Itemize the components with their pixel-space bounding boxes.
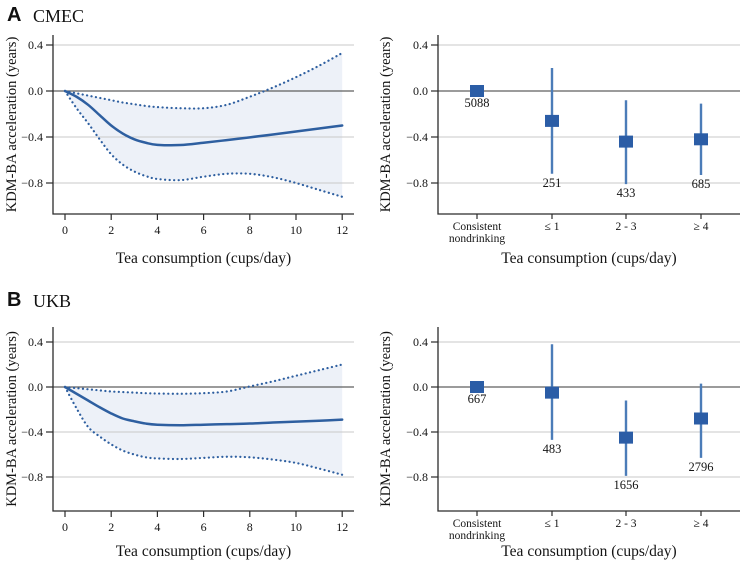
estimate-square-marker <box>545 114 559 127</box>
y-tick-label: 0.4 <box>413 38 428 52</box>
panel-title-ukb: UKB <box>33 291 72 311</box>
category-label: 2 - 3 <box>615 221 636 233</box>
y-tick-label: −0.4 <box>21 130 43 144</box>
confidence-band <box>65 364 343 475</box>
y-tick-label: 0.0 <box>28 84 43 98</box>
forest-point: 5088 <box>465 85 490 110</box>
x-tick-label: 12 <box>336 223 348 237</box>
estimate-square-marker <box>545 386 559 399</box>
x-axis-title: Tea consumption (cups/day) <box>116 250 291 267</box>
count-label: 685 <box>692 177 711 191</box>
forest-point: 685 <box>692 103 711 191</box>
confidence-band <box>65 53 343 197</box>
x-tick-label: 0 <box>62 520 68 534</box>
category-label: 2 - 3 <box>615 518 636 530</box>
y-axis-title: KDM-BA acceleration (years) <box>4 331 20 507</box>
y-tick-label: −0.8 <box>406 176 428 190</box>
axis-lines <box>52 35 354 215</box>
estimate-square-marker <box>694 133 708 146</box>
x-tick-label: 12 <box>336 520 348 534</box>
ci-upper-curve <box>63 51 344 110</box>
forest-point: 251 <box>543 68 562 190</box>
y-tick-label: −0.4 <box>406 425 428 439</box>
y-tick-label: −0.4 <box>21 425 43 439</box>
category-label: Consistent nondrinking <box>449 518 505 542</box>
category-label: Consistent nondrinking <box>449 221 505 245</box>
forest-point: 433 <box>617 100 636 200</box>
estimate-square-marker <box>694 412 708 425</box>
forest-point: 2796 <box>689 383 714 474</box>
estimate-square-marker <box>619 135 633 148</box>
x-tick-label: 10 <box>290 520 302 534</box>
chart-cmec-spline: 0.4 0.0 −0.4 −0.8 KDM-BA acceleration (years… <box>0 0 370 284</box>
x-axis-title: Tea consumption (cups/day) <box>501 543 676 560</box>
y-tick-label: 0.0 <box>413 84 428 98</box>
x-axis-title: Tea consumption (cups/day) <box>116 543 291 560</box>
y-tick-label: 0.4 <box>413 335 428 349</box>
count-label: 5088 <box>465 96 490 110</box>
category-label: ≥ 4 <box>694 221 709 233</box>
x-tick-label: 10 <box>290 223 302 237</box>
x-tick-label: 2 <box>108 223 114 237</box>
y-axis-title: KDM-BA acceleration (years) <box>4 37 20 213</box>
y-axis-title: KDM-BA acceleration (years) <box>378 37 394 213</box>
chart-ukb-spline: 0.4 0.0 −0.4 −0.8 KDM-BA acceleration (years… <box>0 284 370 568</box>
category-label: ≤ 1 <box>545 518 560 530</box>
forest-point: 483 <box>543 344 562 456</box>
axis-lines <box>437 35 740 215</box>
panel-label-b: B <box>7 289 22 311</box>
count-label: 1656 <box>614 478 639 492</box>
category-label: ≤ 1 <box>545 221 560 233</box>
count-label: 667 <box>468 392 487 406</box>
axis-lines <box>437 327 740 512</box>
y-tick-label: 0.4 <box>28 38 43 52</box>
ci-lower-curve <box>63 89 344 198</box>
x-tick-label: 4 <box>154 520 160 534</box>
x-tick-label: 6 <box>201 520 207 534</box>
estimate-square-marker <box>619 431 633 444</box>
panel-label-a: A <box>7 4 22 26</box>
panel-title-cmec: CMEC <box>33 6 85 26</box>
count-label: 2796 <box>689 460 714 474</box>
x-tick-label: 6 <box>201 223 207 237</box>
x-tick-label: 4 <box>154 223 160 237</box>
y-tick-label: 0.4 <box>28 335 43 349</box>
x-tick-label: 0 <box>62 223 68 237</box>
count-label: 433 <box>617 186 636 200</box>
y-axis-title: KDM-BA acceleration (years) <box>378 331 394 507</box>
y-tick-label: −0.8 <box>406 470 428 484</box>
count-label: 251 <box>543 176 562 190</box>
estimate-curve <box>63 385 344 427</box>
axis-lines <box>52 327 354 512</box>
estimate-square-marker <box>470 381 484 393</box>
forest-point: 667 <box>468 381 487 406</box>
y-tick-label: −0.8 <box>21 176 43 190</box>
y-tick-label: −0.8 <box>21 470 43 484</box>
forest-point: 1656 <box>614 400 639 492</box>
x-tick-label: 8 <box>247 520 253 534</box>
cmec-forest-svg: 0.4 0.0 −0.4 −0.8 KDM-BA acceleration (years… <box>378 35 740 267</box>
y-tick-label: 0.0 <box>413 380 428 394</box>
x-axis-title: Tea consumption (cups/day) <box>501 250 676 267</box>
y-tick-label: 0.0 <box>28 380 43 394</box>
estimate-curve <box>63 89 344 147</box>
category-label: ≥ 4 <box>694 518 709 530</box>
chart-cmec-forest: 0.4 0.0 −0.4 −0.8 KDM-BA acceleration (years… <box>370 0 740 284</box>
count-label: 483 <box>543 442 562 456</box>
x-tick-label: 2 <box>108 520 114 534</box>
estimate-square-marker <box>470 85 484 97</box>
ci-upper-curve <box>63 363 344 395</box>
y-tick-label: −0.4 <box>406 130 428 144</box>
x-tick-label: 8 <box>247 223 253 237</box>
chart-ukb-forest: 0.4 0.0 −0.4 −0.8 KDM-BA acceleration (years… <box>370 284 740 568</box>
ukb-forest-svg: 0.4 0.0 −0.4 −0.8 KDM-BA acceleration (years… <box>378 327 740 560</box>
ci-lower-curve <box>63 385 344 476</box>
